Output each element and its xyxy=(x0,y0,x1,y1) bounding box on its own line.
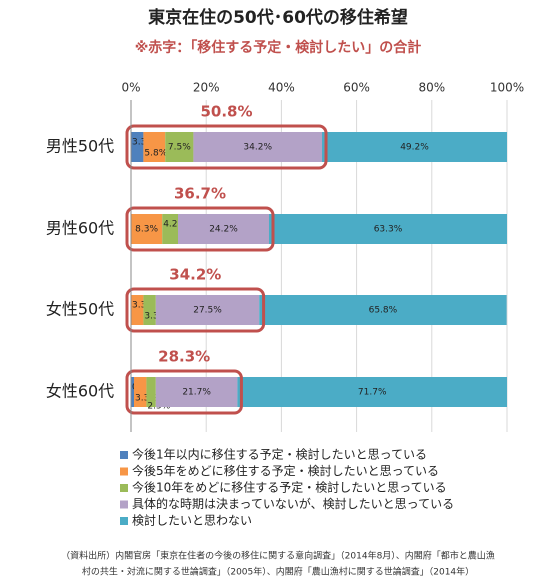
data-label: 8.3% xyxy=(135,225,158,235)
data-label: 4.2% xyxy=(163,220,186,230)
legend-label: 今後5年をめどに移住する予定・検討したいと思っている xyxy=(132,463,439,478)
x-tick-label: 0% xyxy=(121,81,140,95)
legend-label: 今後10年をめどに移住する予定・検討したいと思っている xyxy=(132,480,447,495)
highlight-box xyxy=(125,369,243,415)
bar-segment xyxy=(131,214,163,244)
legend-label: 具体的な時期は決まっていないが、検討したいと思っている xyxy=(132,496,454,511)
chart-title: 東京在住の50代･60代の移住希望 xyxy=(148,7,408,28)
highlight-label: 50.8% xyxy=(200,103,252,121)
data-label: 5.8% xyxy=(144,149,167,159)
legend-label: 今後1年以内に移住する予定・検討したいと思っている xyxy=(132,447,427,462)
legend-swatch xyxy=(120,467,128,476)
bar-segment xyxy=(155,377,238,407)
bar-segment xyxy=(259,295,507,325)
data-label: 49.2% xyxy=(400,143,429,153)
data-label: 27.5% xyxy=(193,306,222,316)
bar-segment xyxy=(165,132,194,162)
x-tick-label: 100% xyxy=(490,81,524,95)
data-label: 34.2% xyxy=(243,143,272,153)
data-label: 7.5% xyxy=(168,143,191,153)
bar-segment xyxy=(146,377,156,407)
bar-segment xyxy=(143,295,156,325)
bar-segment xyxy=(322,132,507,162)
bar-segment xyxy=(162,214,178,244)
category-label: 女性50代 xyxy=(46,300,114,319)
data-label: 24.2% xyxy=(209,225,238,235)
highlight-label: 34.2% xyxy=(169,266,221,284)
category-label: 男性50代 xyxy=(46,137,114,156)
source-note: （資料出所）内閣官房「東京在住者の今後の移住に関する意向調査」（2014年8月）… xyxy=(61,550,495,562)
data-label: 65.8% xyxy=(369,306,398,316)
chart-subtitle: ※赤字：「移住する予定・検討したい」の合計 xyxy=(135,39,422,56)
legend-swatch xyxy=(120,500,128,509)
bar-segment xyxy=(193,132,323,162)
bar-segment xyxy=(134,377,147,407)
bar-segment xyxy=(268,214,507,244)
legend-swatch xyxy=(120,517,128,525)
category-label: 男性60代 xyxy=(46,219,114,238)
x-tick-label: 20% xyxy=(193,81,220,95)
data-label: 71.7% xyxy=(358,388,387,398)
bar-segment xyxy=(143,132,166,162)
highlight-label: 28.3% xyxy=(158,348,210,366)
legend-swatch xyxy=(120,484,128,492)
legend-label: 検討したいと思わない xyxy=(132,513,252,528)
bar-segment xyxy=(237,377,507,407)
category-label: 女性60代 xyxy=(46,382,114,401)
highlight-box xyxy=(125,206,275,252)
bar-segment xyxy=(131,295,144,325)
bar-segment xyxy=(131,132,144,162)
data-label: 63.3% xyxy=(374,225,403,235)
data-label: 21.7% xyxy=(182,388,211,398)
x-tick-label: 80% xyxy=(418,81,445,95)
bar-segment xyxy=(131,377,135,407)
x-tick-label: 60% xyxy=(343,81,370,95)
bar-segment xyxy=(178,214,269,244)
highlight-box xyxy=(125,287,266,333)
bar-segment xyxy=(155,295,260,325)
x-tick-label: 40% xyxy=(268,81,295,95)
highlight-label: 36.7% xyxy=(174,185,226,203)
legend-swatch xyxy=(120,451,128,459)
highlight-box xyxy=(125,124,328,170)
source-note: 村の共生・対流に関する世論調査」（2005年）、内閣府「農山漁村に関する世論調査… xyxy=(82,566,474,578)
